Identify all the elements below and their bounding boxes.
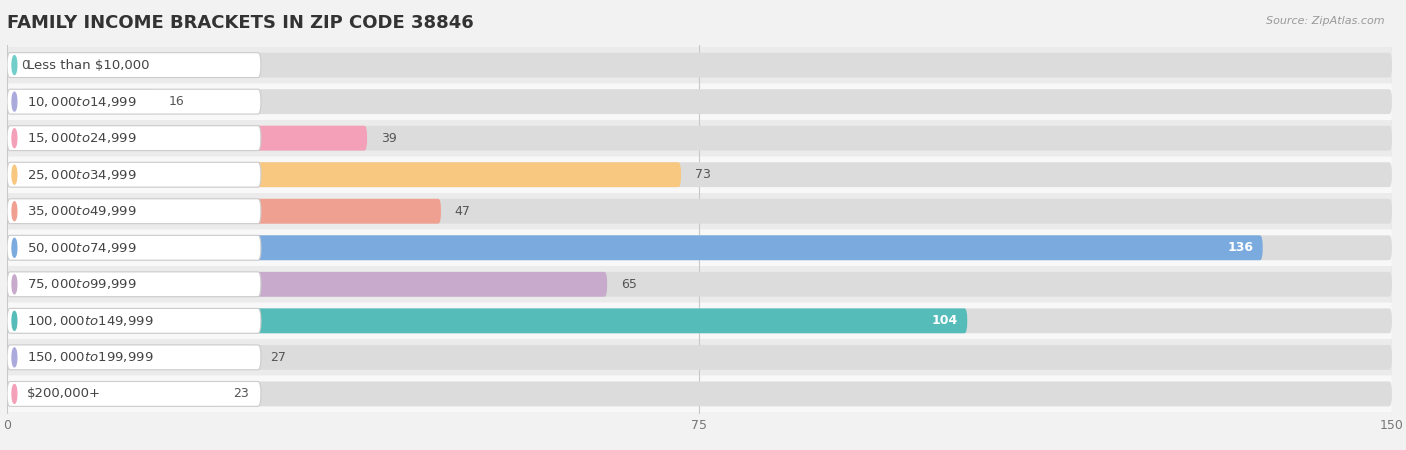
Text: 27: 27 (270, 351, 285, 364)
FancyBboxPatch shape (7, 199, 441, 224)
FancyBboxPatch shape (7, 376, 1392, 412)
FancyBboxPatch shape (7, 382, 1392, 406)
Circle shape (13, 56, 17, 75)
Text: 39: 39 (381, 132, 396, 144)
FancyBboxPatch shape (7, 53, 1392, 77)
FancyBboxPatch shape (7, 308, 967, 333)
Text: 136: 136 (1227, 241, 1254, 254)
FancyBboxPatch shape (7, 89, 262, 114)
Circle shape (13, 275, 17, 294)
Text: 47: 47 (454, 205, 471, 218)
FancyBboxPatch shape (7, 272, 262, 297)
FancyBboxPatch shape (7, 162, 681, 187)
Circle shape (13, 238, 17, 257)
Text: $150,000 to $199,999: $150,000 to $199,999 (27, 351, 153, 364)
FancyBboxPatch shape (7, 162, 1392, 187)
FancyBboxPatch shape (7, 266, 1392, 302)
Circle shape (13, 384, 17, 403)
FancyBboxPatch shape (7, 47, 1392, 83)
Text: Less than $10,000: Less than $10,000 (27, 58, 150, 72)
FancyBboxPatch shape (7, 126, 367, 151)
FancyBboxPatch shape (7, 89, 1392, 114)
Text: 0: 0 (21, 58, 30, 72)
FancyBboxPatch shape (7, 345, 262, 370)
FancyBboxPatch shape (7, 235, 1392, 260)
FancyBboxPatch shape (7, 345, 256, 370)
Circle shape (13, 348, 17, 367)
Circle shape (13, 129, 17, 148)
Text: Source: ZipAtlas.com: Source: ZipAtlas.com (1267, 16, 1385, 26)
FancyBboxPatch shape (7, 272, 1392, 297)
Text: $75,000 to $99,999: $75,000 to $99,999 (27, 277, 136, 291)
Text: 104: 104 (932, 315, 957, 327)
FancyBboxPatch shape (7, 230, 1392, 266)
FancyBboxPatch shape (7, 272, 607, 297)
FancyBboxPatch shape (7, 126, 262, 151)
Circle shape (13, 202, 17, 220)
FancyBboxPatch shape (7, 303, 1392, 339)
FancyBboxPatch shape (7, 382, 219, 406)
FancyBboxPatch shape (7, 194, 1392, 229)
Text: $15,000 to $24,999: $15,000 to $24,999 (27, 131, 136, 145)
FancyBboxPatch shape (7, 382, 262, 406)
Text: $50,000 to $74,999: $50,000 to $74,999 (27, 241, 136, 255)
Text: $100,000 to $149,999: $100,000 to $149,999 (27, 314, 153, 328)
FancyBboxPatch shape (7, 308, 1392, 333)
FancyBboxPatch shape (7, 235, 262, 260)
FancyBboxPatch shape (7, 199, 1392, 224)
Text: 23: 23 (233, 387, 249, 400)
Circle shape (13, 92, 17, 111)
Text: FAMILY INCOME BRACKETS IN ZIP CODE 38846: FAMILY INCOME BRACKETS IN ZIP CODE 38846 (7, 14, 474, 32)
FancyBboxPatch shape (7, 339, 1392, 375)
Text: $10,000 to $14,999: $10,000 to $14,999 (27, 94, 136, 108)
Text: $35,000 to $49,999: $35,000 to $49,999 (27, 204, 136, 218)
FancyBboxPatch shape (7, 84, 1392, 120)
Text: $25,000 to $34,999: $25,000 to $34,999 (27, 168, 136, 182)
FancyBboxPatch shape (7, 235, 1263, 260)
Circle shape (13, 165, 17, 184)
Text: 65: 65 (621, 278, 637, 291)
FancyBboxPatch shape (7, 199, 262, 224)
FancyBboxPatch shape (7, 157, 1392, 193)
FancyBboxPatch shape (7, 308, 262, 333)
FancyBboxPatch shape (7, 345, 1392, 370)
FancyBboxPatch shape (7, 53, 262, 77)
FancyBboxPatch shape (7, 162, 262, 187)
FancyBboxPatch shape (7, 120, 1392, 156)
Text: 73: 73 (695, 168, 711, 181)
FancyBboxPatch shape (7, 126, 1392, 151)
Text: $200,000+: $200,000+ (27, 387, 101, 400)
Circle shape (13, 311, 17, 330)
FancyBboxPatch shape (7, 89, 155, 114)
Text: 16: 16 (169, 95, 184, 108)
